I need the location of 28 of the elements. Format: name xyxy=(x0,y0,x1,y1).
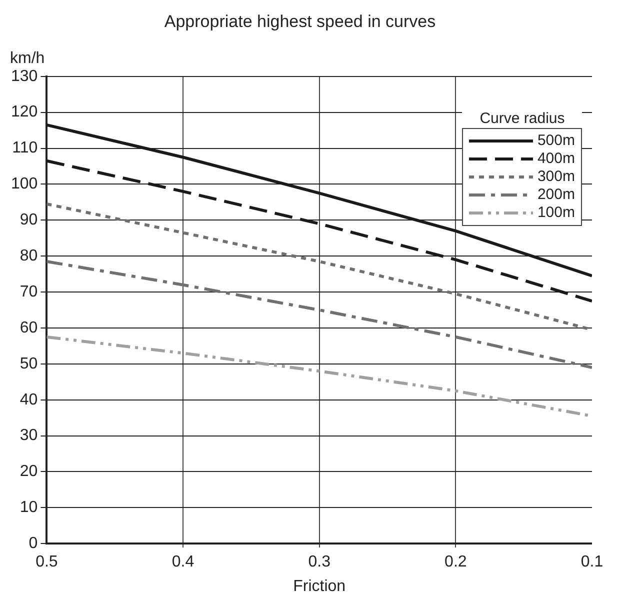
y-tick-label: 70 xyxy=(20,283,38,300)
y-tick-label: 130 xyxy=(10,68,38,85)
y-tick-label: 60 xyxy=(20,319,38,336)
x-axis-title: Friction xyxy=(293,578,346,595)
y-tick-label: 90 xyxy=(20,212,38,229)
x-tick-label: 0.1 xyxy=(580,554,604,571)
y-tick-label: 120 xyxy=(10,104,38,121)
x-tick-label: 0.2 xyxy=(444,554,467,571)
legend-label: 100m xyxy=(537,204,575,222)
y-tick-label: 80 xyxy=(20,248,38,264)
y-tick-label: 20 xyxy=(20,463,38,480)
legend-label: 300m xyxy=(537,168,575,186)
chart-title: Appropriate highest speed in curves xyxy=(164,12,436,31)
y-tick-label: 0 xyxy=(28,535,38,552)
y-axis-title: km/h xyxy=(10,50,45,67)
y-tick-label: 110 xyxy=(12,140,38,157)
x-tick-label: 0.5 xyxy=(36,554,58,571)
y-tick-label: 30 xyxy=(20,427,38,444)
x-tick-label: 0.4 xyxy=(172,554,194,571)
legend-label: 200m xyxy=(537,186,575,204)
y-tick-label: 10 xyxy=(20,499,38,516)
y-tick-label: 40 xyxy=(20,391,38,408)
legend-label: 500m xyxy=(537,132,575,150)
x-tick-label: 0.3 xyxy=(308,554,331,571)
y-tick-label: 100 xyxy=(10,176,38,193)
legend-title: Curve radius xyxy=(462,110,582,128)
legend-label: 400m xyxy=(537,150,575,168)
y-tick-label: 50 xyxy=(20,355,38,372)
